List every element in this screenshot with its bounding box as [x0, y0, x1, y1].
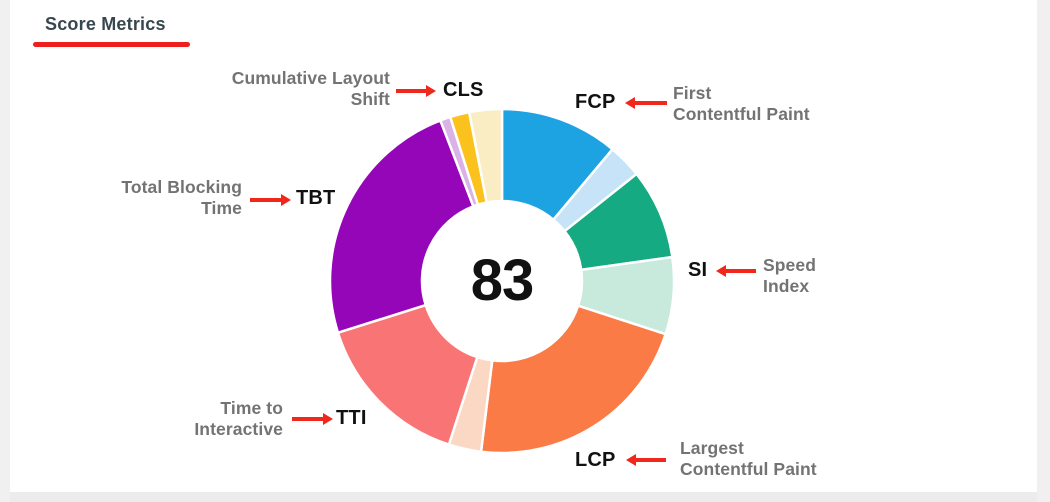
- tbt-abbr-label: TBT: [296, 187, 336, 209]
- page-title: Score Metrics: [45, 14, 166, 34]
- lcp-abbr-label: LCP: [575, 449, 616, 471]
- overall-score-value: 83: [470, 248, 535, 313]
- left-page-gutter: [0, 0, 10, 502]
- lcp-arrow-icon: [626, 453, 666, 466]
- donut-segment-tbt-scored[interactable]: [328, 118, 475, 335]
- si-arrow-icon: [716, 264, 756, 277]
- tbt-full-label: Total Blocking Time: [121, 177, 242, 218]
- bottom-page-gutter: [0, 492, 1050, 502]
- tti-full-label: Time to Interactive: [194, 398, 283, 439]
- tti-arrow-icon: [292, 412, 333, 425]
- donut-segment-lcp-scored[interactable]: [479, 304, 668, 455]
- fcp-arrow-icon: [625, 96, 667, 109]
- score-donut-chart[interactable]: [322, 101, 682, 461]
- si-abbr-label: SI: [688, 259, 708, 281]
- si-full-label: Speed Index: [763, 255, 817, 296]
- tti-abbr-label: TTI: [336, 407, 367, 429]
- donut-segment-cls-remainder[interactable]: [467, 107, 504, 204]
- tbt-arrow-icon: [250, 193, 291, 206]
- right-page-gutter: [1037, 0, 1050, 502]
- cls-full-label: Cumulative Layout Shift: [231, 68, 390, 109]
- fcp-abbr-label: FCP: [575, 91, 616, 113]
- title-underline: [33, 42, 190, 47]
- cls-arrow-icon: [396, 84, 436, 97]
- fcp-full-label: First Contentful Paint: [673, 83, 810, 124]
- cls-abbr-label: CLS: [443, 79, 484, 101]
- lcp-full-label: Largest Contentful Paint: [680, 438, 817, 479]
